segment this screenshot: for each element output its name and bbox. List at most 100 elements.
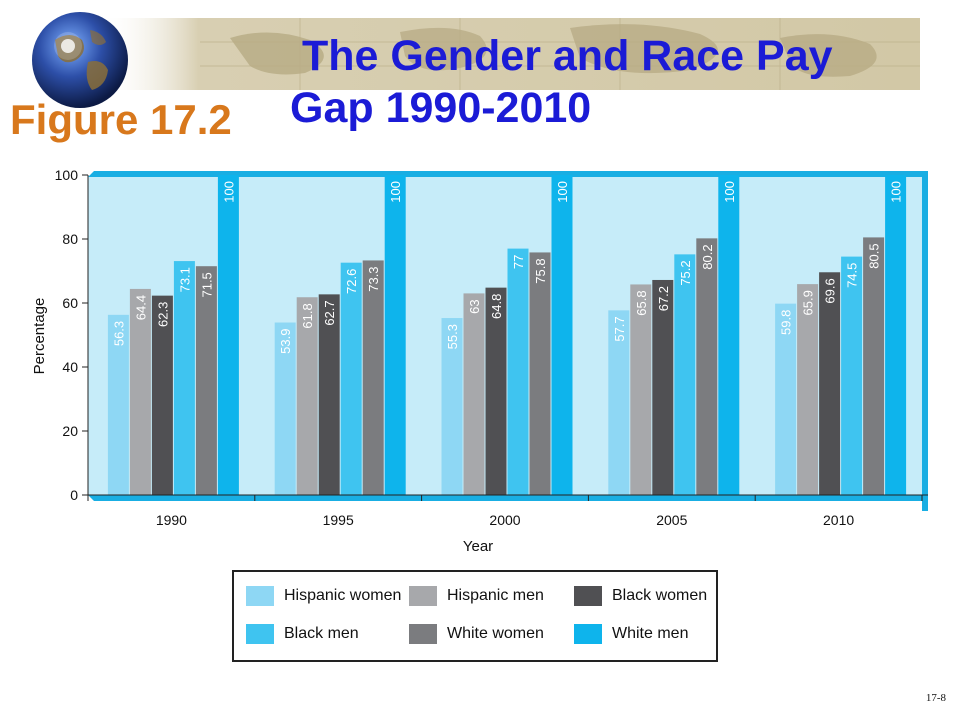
bar-value-label: 64.4 [133,295,148,320]
x-tick-label: 2005 [656,512,687,528]
bar-value-label: 100 [555,181,570,203]
bar-value-label: 64.8 [489,294,504,319]
bar-value-label: 100 [221,181,236,203]
bar-1990-0 [107,314,129,495]
pay-gap-bar-chart: 0 20 40 60 80 100 56.3 64.4 62.3 73.1 71.5 100 53.9… [31,167,928,555]
y-tick-label: 100 [55,167,79,183]
legend-swatch [409,586,437,606]
bar-1995-0 [274,322,296,495]
slide-number: 17-8 [925,692,946,704]
slide-title-line1: The Gender and Race Pay [302,32,833,80]
bar-value-label: 73.1 [177,267,192,292]
bar-value-label: 53.9 [278,329,293,354]
bar-1995-1 [296,297,318,495]
bar-value-label: 75.2 [678,260,693,285]
bar-2000-4 [529,252,551,495]
bar-value-label: 62.7 [322,300,337,325]
legend-item: Black women [574,586,707,606]
bar-value-label: 72.6 [344,269,359,294]
bar-value-label: 100 [889,181,904,203]
legend-item: White women [409,624,544,644]
y-axis: 0 20 40 60 80 100 [55,167,89,503]
bar-2000-0 [441,318,463,495]
bar-value-label: 67.2 [656,286,671,311]
bar-value-label: 57.7 [612,316,627,341]
bars: 56.3 64.4 62.3 73.1 71.5 100 53.9 61.8 62.7 72.6 7… [107,175,907,496]
legend-swatch [246,586,274,606]
bar-value-label: 59.8 [779,310,794,335]
legend-item: White men [574,624,688,644]
slide-title: The Gender and Race Pay Gap 1990-2010 [290,30,930,134]
bar-value-label: 80.5 [867,243,882,268]
bar-2005-0 [608,310,630,495]
bar-value-label: 61.8 [300,303,315,328]
x-axis-label: Year [463,538,493,555]
bar-2010-5 [885,175,907,495]
bar-2010-1 [797,284,819,495]
bar-1995-2 [318,294,340,495]
bar-value-label: 71.5 [199,272,214,297]
bar-1990-2 [151,295,173,495]
bar-1995-5 [384,175,406,495]
bar-2000-2 [485,287,507,495]
bar-value-label: 80.2 [700,244,715,269]
bar-2010-2 [819,272,841,495]
y-tick-label: 40 [62,359,78,375]
legend-swatch [246,624,274,644]
bar-2010-4 [863,237,885,495]
y-tick-label: 80 [62,231,78,247]
bar-2005-2 [652,279,674,495]
bar-2005-3 [674,254,696,495]
x-tick-label: 2000 [489,512,520,528]
globe-logo [32,12,128,108]
legend-label: Hispanic women [284,587,402,604]
bar-2005-1 [630,284,652,495]
legend-item: Black men [246,624,359,644]
slide-title-line2: Gap 1990-2010 [290,84,592,132]
bar-2005-5 [718,175,740,495]
bar-value-label: 100 [388,181,403,203]
legend-swatch [574,624,602,644]
bar-2005-4 [696,238,718,496]
legend-label: Black men [284,625,359,642]
bar-value-label: 74.5 [845,263,860,288]
bar-value-label: 77 [511,255,526,269]
legend-swatch [409,624,437,644]
x-axis: 1990 1995 2000 2005 2010 [87,494,928,528]
legend-item: Hispanic men [409,586,544,606]
y-tick-label: 60 [62,295,78,311]
world-map-banner [100,18,920,90]
y-tick-label: 0 [70,487,78,503]
chart-legend: Hispanic women Hispanic men Black women Bla… [232,570,718,662]
bar-2000-1 [463,293,485,495]
bar-1995-3 [340,262,362,495]
y-axis-label: Percentage [31,298,48,375]
bar-value-label: 56.3 [111,321,126,346]
legend-swatch [574,586,602,606]
bar-1990-4 [195,266,217,495]
bar-value-label: 65.8 [634,290,649,315]
bar-1995-4 [362,260,384,495]
legend-label: Hispanic men [447,587,544,604]
figure-label: Figure 17.2 [10,96,232,143]
bar-value-label: 63 [467,299,482,313]
bar-value-label: 75.8 [533,258,548,283]
x-tick-label: 1995 [323,512,354,528]
bar-value-label: 55.3 [445,324,460,349]
bar-value-label: 65.9 [801,290,816,315]
plot-depth-bottom [88,495,928,501]
bar-2000-3 [507,248,529,495]
bar-1990-3 [173,261,195,495]
bar-2010-0 [775,303,797,495]
bar-1990-1 [129,288,151,495]
y-tick-label: 20 [62,423,78,439]
legend-label: White women [447,625,544,642]
legend-label: White men [612,625,689,642]
bar-1990-5 [217,175,239,495]
bar-value-label: 73.3 [366,266,381,291]
legend-item: Hispanic women [246,586,401,606]
bar-value-label: 69.6 [823,278,838,303]
legend-label: Black women [612,587,708,604]
x-tick-label: 1990 [156,512,187,528]
bar-2000-5 [551,175,573,495]
